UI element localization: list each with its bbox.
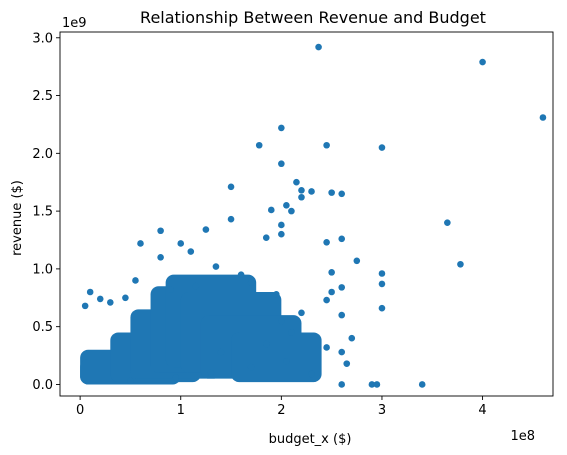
data-point [273, 291, 280, 298]
data-point [288, 207, 295, 215]
data-point [418, 381, 426, 388]
data-point [81, 302, 89, 310]
chart-title: Relationship Between Revenue and Budget [140, 8, 486, 27]
y-offset-label: 1e9 [62, 16, 87, 31]
point-cluster-8 [231, 332, 322, 383]
data-point [323, 296, 330, 304]
data-point [207, 369, 215, 377]
data-point [262, 234, 270, 241]
x-tick-label: 3 [378, 403, 386, 418]
data-point [368, 381, 376, 388]
data-point [323, 141, 330, 149]
data-point [338, 381, 346, 388]
data-point [212, 263, 220, 270]
y-tick-label: 0.5 [32, 320, 53, 335]
data-point [192, 282, 200, 290]
data-point [479, 58, 486, 66]
data-point [217, 348, 225, 356]
data-point [373, 381, 381, 388]
x-tick-label: 4 [478, 403, 486, 418]
data-point [157, 254, 164, 261]
data-point [278, 160, 285, 168]
data-point [132, 277, 139, 284]
x-tick-label: 1 [177, 403, 185, 418]
data-point [293, 178, 300, 186]
data-point [255, 141, 263, 149]
data-point [353, 257, 361, 265]
data-point [328, 288, 335, 296]
data-point [338, 284, 346, 291]
y-tick-label: 1.0 [32, 262, 53, 277]
data-point [227, 183, 235, 191]
x-offset-label: 1e8 [510, 429, 535, 444]
data-point [338, 311, 346, 319]
data-point [338, 190, 346, 198]
data-point [267, 206, 275, 214]
data-point [283, 358, 290, 365]
data-point [167, 286, 174, 293]
data-point [315, 43, 322, 51]
data-point [457, 260, 464, 268]
data-point [107, 299, 114, 306]
data-point [323, 344, 330, 351]
data-point [187, 248, 195, 255]
y-tick-label: 2.5 [32, 89, 53, 104]
data-point [278, 230, 285, 238]
y-tick-label: 2.0 [32, 147, 53, 162]
data-point [298, 309, 305, 317]
data-point [338, 235, 346, 243]
x-tick-label: 2 [277, 403, 285, 418]
data-point [127, 377, 134, 385]
data-point [247, 363, 255, 371]
data-point [378, 280, 386, 288]
data-point [86, 288, 94, 296]
data-point [378, 270, 386, 277]
data-point [122, 294, 129, 302]
axes: 0 1 2 3 4 0.0 0.5 1.0 1.5 2.0 2.5 3.0 [32, 31, 554, 418]
plot-frame [59, 31, 554, 397]
y-axis-label: revenue ($) [10, 180, 25, 256]
data-point [444, 219, 451, 226]
x-tick-label: 0 [76, 403, 84, 418]
data-point [278, 124, 285, 132]
data-points [80, 43, 547, 388]
data-point [308, 370, 315, 378]
x-axis-label: budget_x ($) [269, 432, 352, 447]
data-point [247, 279, 255, 287]
data-point [343, 360, 351, 367]
data-point [539, 114, 547, 121]
data-point [96, 295, 104, 303]
data-point [378, 144, 386, 151]
data-point [227, 215, 235, 223]
data-point [177, 240, 185, 247]
data-point [157, 227, 164, 235]
data-point [278, 317, 285, 325]
data-point [308, 188, 315, 195]
data-point [283, 202, 290, 209]
data-point [328, 269, 335, 276]
data-point [278, 221, 285, 229]
data-point [288, 329, 295, 336]
y-tick-label: 3.0 [32, 31, 53, 46]
data-point [298, 187, 305, 194]
data-point [172, 374, 180, 381]
data-point [298, 193, 305, 201]
data-point [237, 271, 245, 278]
data-point [328, 189, 335, 196]
data-point [348, 334, 356, 342]
data-point [137, 240, 144, 247]
data-point [338, 348, 346, 356]
data-point [378, 304, 386, 312]
data-point [262, 340, 270, 348]
data-point [202, 226, 210, 233]
y-tick-label: 1.5 [32, 205, 53, 220]
y-tick-label: 0.0 [32, 378, 53, 393]
data-point [323, 239, 330, 246]
